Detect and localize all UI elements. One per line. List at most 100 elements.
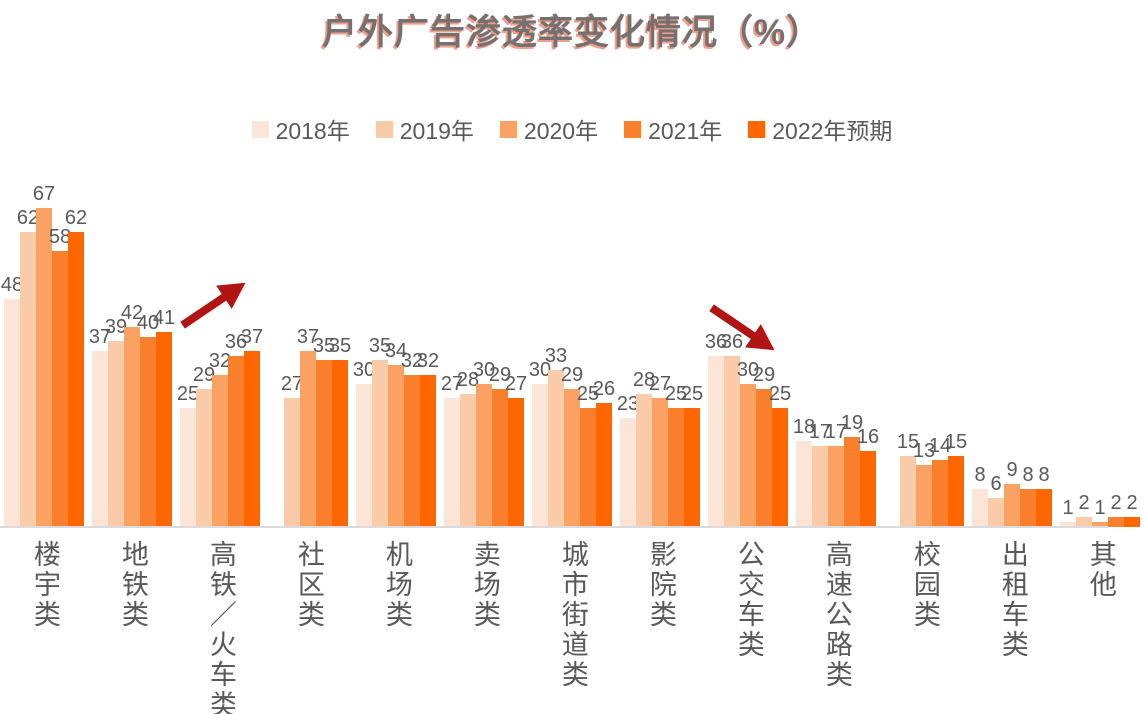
- value-label: 25: [768, 383, 792, 405]
- value-label: 19: [840, 411, 864, 434]
- bar: [316, 360, 332, 527]
- bar: [988, 498, 1004, 527]
- bar: [932, 460, 948, 527]
- value-label: 1: [1094, 497, 1106, 520]
- bar: [244, 350, 260, 527]
- bar-cell: 27: [281, 0, 303, 527]
- bar-group: 36 36 30 29 25: [704, 0, 792, 527]
- bar: [564, 388, 580, 527]
- bar-cell: 32: [416, 0, 440, 527]
- legend-item: 2019年: [375, 112, 474, 146]
- x-axis-label: 机场类: [381, 540, 412, 630]
- value-label: 30: [352, 359, 376, 382]
- value-label: 32: [416, 349, 440, 372]
- bar-group: 25 29 32 36 37: [176, 0, 264, 527]
- x-label-slot: 其他: [1056, 540, 1144, 714]
- bar-group: 15 13 14 15: [880, 0, 968, 527]
- bar-cell: 27: [649, 0, 671, 527]
- bar-cell: 35: [369, 0, 391, 527]
- value-label: 25: [664, 383, 688, 405]
- bar-cell: 29: [560, 0, 584, 527]
- legend-swatch-icon: [375, 120, 393, 138]
- x-label-slot: 楼宇类: [0, 540, 88, 714]
- x-label-slot: 城市街道类: [528, 540, 616, 714]
- bar-cell: 8: [1036, 0, 1052, 527]
- bar-group: 27 28 30 29 27: [440, 0, 528, 527]
- bar: [796, 441, 812, 527]
- bar: [1036, 488, 1052, 527]
- bar-cell: 14: [929, 0, 951, 527]
- legend-item: 2018年: [251, 112, 350, 146]
- bar: [356, 384, 372, 527]
- bar-cell: 30: [352, 0, 376, 527]
- legend-label: 2022年预期: [772, 118, 893, 144]
- value-label: 2: [1126, 492, 1138, 515]
- value-label: 40: [136, 311, 160, 334]
- bar-cell: 8: [972, 0, 988, 527]
- plot-area: 48 62 67 58 62 37 39 42 40 41 25 29 32 36 37 27 37 35 35 30…: [0, 0, 1140, 528]
- value-label: 29: [752, 363, 776, 386]
- bar-cell: 18: [793, 0, 815, 527]
- bar: [476, 384, 492, 527]
- bar: [508, 398, 524, 527]
- bar: [1020, 488, 1036, 527]
- bar: [156, 331, 172, 527]
- bar: [212, 374, 228, 527]
- bar: [812, 446, 828, 527]
- bar: [652, 398, 668, 527]
- bar-cell: 26: [592, 0, 616, 527]
- bar-cell: 29: [489, 0, 511, 527]
- legend-label: 2019年: [399, 118, 474, 144]
- bar: [284, 398, 300, 527]
- value-label: 28: [632, 368, 656, 391]
- value-label: 41: [152, 306, 176, 329]
- value-label: 2: [1078, 492, 1090, 515]
- bar: [1108, 517, 1124, 527]
- value-label: 1: [1062, 497, 1074, 520]
- bar-cell: 35: [313, 0, 335, 527]
- bar-cell: 35: [329, 0, 351, 527]
- x-axis-label: 高铁／火车类: [205, 540, 236, 714]
- legend-label: 2021年: [648, 118, 723, 144]
- value-label: 37: [240, 325, 264, 348]
- bar: [948, 455, 964, 527]
- x-label-slot: 地铁类: [88, 540, 176, 714]
- bar: [124, 327, 140, 527]
- value-label: 30: [528, 359, 552, 382]
- value-label: 29: [560, 363, 584, 386]
- legend-swatch-icon: [748, 120, 766, 138]
- bar: [548, 369, 564, 527]
- bar: [20, 231, 36, 527]
- value-label: 8: [1038, 463, 1050, 486]
- bar-cell: [268, 0, 284, 527]
- bar-cell: 33: [545, 0, 567, 527]
- trend-up-arrow: [180, 282, 246, 329]
- bar-cell: 16: [857, 0, 879, 527]
- bar: [1004, 484, 1020, 527]
- x-label-slot: 出租车类: [968, 540, 1056, 714]
- bar-cell: 25: [577, 0, 599, 527]
- bar: [740, 384, 756, 527]
- bar-group: 30 35 34 32 32: [352, 0, 440, 527]
- bar-cell: 30: [472, 0, 496, 527]
- bar-group: 18 17 17 19 16: [792, 0, 880, 527]
- value-label: 62: [64, 206, 88, 229]
- bar: [300, 350, 316, 527]
- value-label: 26: [592, 378, 616, 401]
- value-label: 17: [808, 421, 832, 444]
- bar-cell: 62: [17, 0, 39, 527]
- value-label: 30: [472, 359, 496, 382]
- bar-cell: 9: [1004, 0, 1020, 527]
- bar: [596, 403, 612, 527]
- value-label: 8: [974, 463, 986, 486]
- bar: [1124, 517, 1140, 527]
- bar-cell: 8: [1020, 0, 1036, 527]
- bar: [1092, 522, 1108, 527]
- bar-cell: 41: [152, 0, 176, 527]
- bar-cell: 15: [897, 0, 919, 527]
- bar: [1060, 522, 1076, 527]
- bar-cell: 37: [89, 0, 111, 527]
- bar-cell: 58: [49, 0, 71, 527]
- bar-cell: 25: [681, 0, 703, 527]
- bar-cell: 25: [664, 0, 688, 527]
